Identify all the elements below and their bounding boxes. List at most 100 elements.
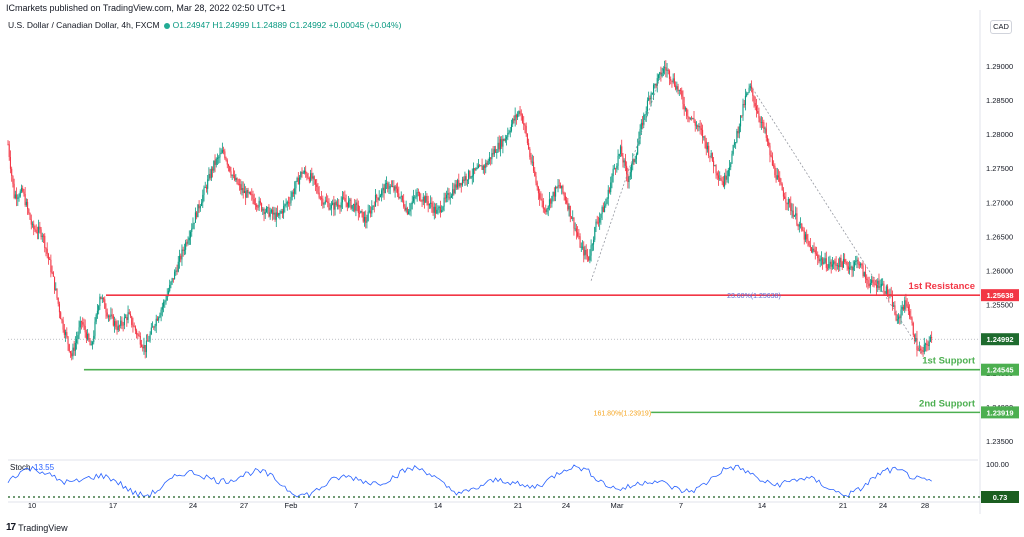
candle-body: [291, 192, 293, 198]
candle-body: [488, 157, 490, 161]
candle-body: [834, 261, 836, 264]
currency-badge[interactable]: CAD: [990, 20, 1012, 34]
candle-body: [468, 170, 470, 180]
candle-body: [895, 314, 897, 321]
candle-body: [477, 165, 479, 169]
candle-body: [12, 175, 14, 184]
candle-body: [263, 209, 265, 215]
candle-body: [82, 322, 84, 325]
candle-body: [35, 229, 37, 233]
candle-body: [577, 232, 579, 237]
candle-body: [363, 217, 366, 222]
candle-body: [555, 187, 557, 197]
candle-body: [103, 297, 105, 300]
candle-body: [563, 192, 565, 196]
tradingview-logo[interactable]: 17 TradingView: [6, 522, 68, 533]
candle-body: [498, 142, 500, 150]
candle-body: [453, 189, 455, 194]
candle-body: [569, 205, 571, 217]
candle-body: [673, 78, 675, 86]
candle-body: [688, 116, 690, 119]
candle-body: [728, 167, 731, 170]
candle-body: [280, 211, 282, 213]
candle-body: [633, 159, 635, 162]
candle-body: [748, 87, 750, 93]
candle-body: [362, 211, 364, 222]
candle-body: [99, 296, 101, 307]
candle-body: [174, 271, 176, 280]
candle-body: [79, 321, 81, 328]
candle-body: [327, 201, 329, 203]
candle-body: [368, 210, 370, 212]
candle-body: [853, 261, 856, 267]
candle-body: [95, 314, 97, 322]
candle-body: [153, 326, 155, 328]
candle-body: [757, 110, 759, 114]
price-tag-label: 1.25638: [986, 291, 1013, 300]
candle-body: [150, 327, 152, 335]
candle-body: [360, 210, 362, 214]
candle-body: [879, 286, 881, 288]
candle-body: [758, 113, 760, 119]
candle-body: [679, 90, 682, 92]
candle-body: [608, 189, 611, 193]
candle-body: [784, 196, 786, 199]
candle-body: [544, 208, 546, 210]
candle-body: [503, 138, 505, 141]
candle-body: [518, 111, 520, 115]
candle-body: [642, 122, 644, 126]
candle-body: [449, 197, 451, 199]
candle-body: [207, 179, 209, 189]
candle-body: [670, 78, 672, 81]
candle-body: [481, 165, 483, 170]
stoch-axis-label: 100.00: [986, 460, 1009, 469]
candle-body: [416, 192, 418, 197]
candle-body: [714, 165, 716, 167]
candle-body: [105, 308, 107, 313]
candle-body: [526, 134, 528, 144]
candle-body: [50, 259, 52, 273]
candle-body: [604, 205, 606, 213]
candle-body: [164, 301, 166, 303]
candle-body: [446, 194, 448, 199]
candle-body: [299, 177, 301, 185]
candle-body: [465, 176, 467, 181]
candle-body: [68, 344, 70, 352]
candle-body: [927, 345, 929, 347]
candle-body: [743, 103, 745, 106]
candle-body: [9, 157, 11, 169]
candle-body: [397, 188, 399, 194]
candle-body: [208, 173, 210, 180]
candle-body: [659, 72, 661, 75]
candle-body: [759, 118, 761, 123]
candle-body: [311, 173, 313, 179]
candle-body: [359, 213, 361, 214]
candle-body: [398, 193, 400, 198]
candle-body: [220, 152, 222, 154]
candle-body: [19, 191, 21, 197]
candle-body: [80, 321, 83, 323]
candle-body: [404, 206, 406, 211]
candle-body: [450, 195, 452, 198]
candle-body: [715, 165, 717, 174]
candle-body: [839, 257, 841, 268]
candle-body: [507, 133, 509, 138]
candle-body: [639, 129, 641, 139]
candle-body: [38, 226, 40, 233]
candle-body: [215, 158, 217, 165]
candle-body: [536, 182, 538, 188]
candle-body: [491, 153, 493, 160]
candle-body: [71, 353, 73, 357]
candle-body: [121, 320, 123, 325]
candle-body: [403, 200, 405, 207]
candle-body: [921, 350, 923, 351]
candle-body: [475, 168, 477, 171]
candle-body: [346, 202, 348, 207]
candle-body: [172, 278, 174, 280]
candle-body: [628, 176, 630, 183]
candle-body: [340, 202, 342, 208]
candle-body: [566, 200, 568, 203]
y-tick-label: 1.28500: [986, 96, 1013, 105]
candle-body: [116, 327, 118, 330]
